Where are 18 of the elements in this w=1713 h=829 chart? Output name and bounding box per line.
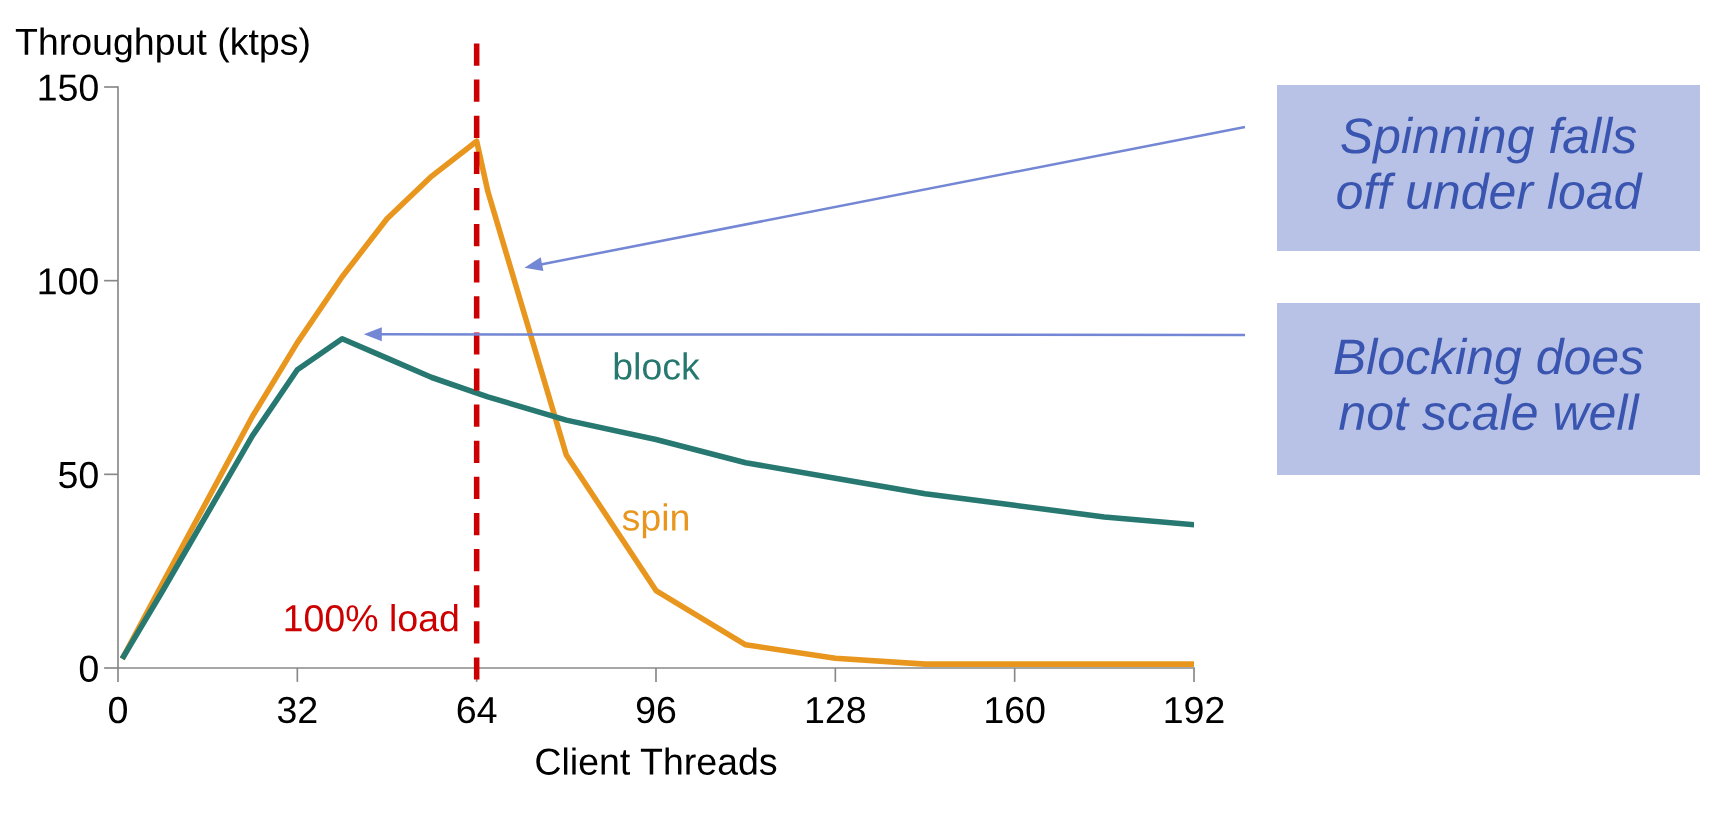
y-tick-label: 100 xyxy=(39,268,98,295)
text: Spinning falls off under load xyxy=(1337,116,1643,210)
x-tick-label: 128 xyxy=(806,696,865,724)
ref-line-label: 100% load xyxy=(285,603,458,632)
x-tick-label: 96 xyxy=(636,696,676,724)
series-label: spin xyxy=(622,503,688,539)
x-tick-label: 64 xyxy=(457,696,497,724)
y-axis-title: Throughput (ktps) xyxy=(15,27,309,63)
series-label: block xyxy=(614,352,700,380)
x-tick-label: 192 xyxy=(1165,696,1224,724)
y-tick-label: 0 xyxy=(79,655,98,682)
x-tick-label: 160 xyxy=(986,696,1045,724)
text: Blocking does not scale well xyxy=(1334,337,1644,431)
x-tick-label: 0 xyxy=(109,696,127,724)
x-tick-label: 32 xyxy=(277,696,317,724)
x-axis-title: Client Threads xyxy=(536,747,777,775)
y-tick-label: 150 xyxy=(39,74,98,101)
y-tick-label: 50 xyxy=(59,461,98,489)
